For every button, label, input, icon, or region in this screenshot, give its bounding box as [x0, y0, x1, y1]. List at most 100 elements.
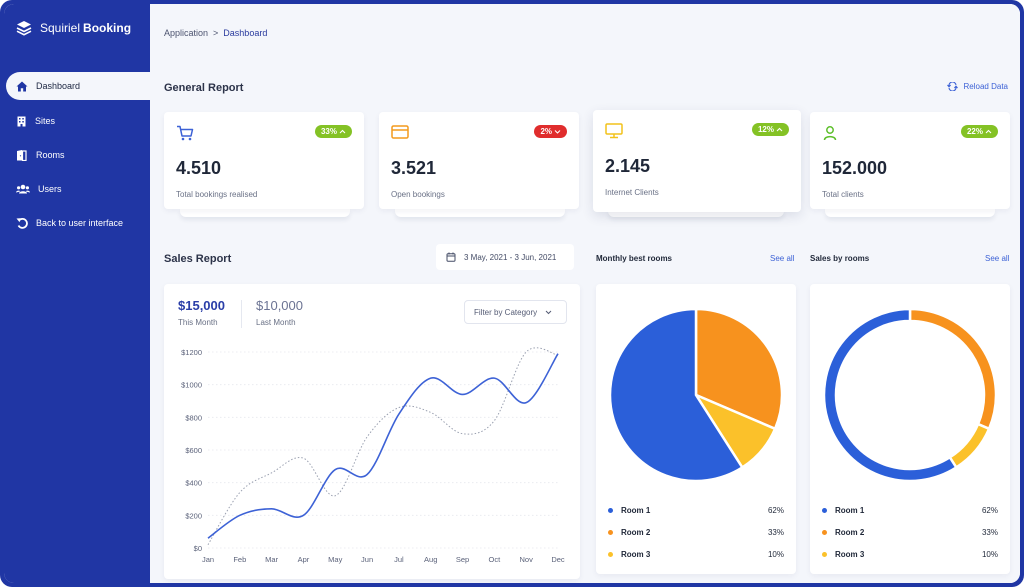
sidebar-item-rooms[interactable]: Rooms [4, 141, 150, 169]
app-window: Squiriel Booking Dashboard Sites Rooms Us… [4, 4, 1020, 583]
badge-value: 12% [757, 125, 774, 134]
legend-percent: 33% [981, 528, 998, 537]
x-tick-label: Oct [489, 555, 502, 564]
slice-room-3 [948, 422, 991, 470]
legend-label: Room 2 [835, 528, 865, 537]
legend-label: Room 3 [621, 550, 651, 559]
brand-name-bold: Booking [83, 21, 132, 35]
sidebar-item-label: Back to user interface [36, 218, 124, 228]
slice-room-1 [608, 307, 745, 483]
legend-percent: 33% [767, 528, 784, 537]
chevron-down-icon [545, 310, 552, 314]
general-report-title: General Report [164, 82, 244, 94]
stat-card-bookings[interactable]: 33% 4.510 Total bookings realised [164, 112, 364, 209]
x-tick-label: Feb [233, 555, 246, 564]
sidebar-item-users[interactable]: Users [4, 175, 150, 203]
chevron-up-icon [339, 129, 346, 134]
x-tick-label: Aug [424, 555, 437, 564]
trend-badge: 22% [960, 125, 998, 138]
cart-icon [177, 125, 194, 141]
main-content: Application > Dashboard General Report Rel… [150, 4, 1020, 583]
legend-label: Room 3 [835, 550, 865, 559]
sidebar-item-label: Dashboard [36, 81, 81, 91]
monthly-best-rooms-title: Monthly best rooms [596, 254, 673, 263]
legend-dot [822, 508, 827, 513]
monthly-pie-chart [608, 307, 784, 483]
series-line-this-month [207, 353, 559, 539]
breadcrumb-root[interactable]: Application [164, 28, 209, 38]
y-tick-label: $0 [194, 544, 202, 553]
x-tick-label: Dec [551, 555, 565, 564]
card-shadow [395, 209, 565, 217]
filter-label: Filter by Category [474, 307, 538, 317]
legend-dot [608, 552, 613, 557]
slice-room-1 [822, 307, 959, 483]
x-tick-label: Mar [265, 555, 278, 564]
x-tick-label: Apr [298, 555, 310, 564]
x-tick-label: Jan [202, 555, 214, 564]
stat-label: Total clients [822, 190, 864, 199]
chevron-down-icon [554, 130, 561, 134]
brand[interactable]: Squiriel Booking [16, 20, 131, 36]
user-icon [823, 126, 837, 141]
sidebar-item-dashboard[interactable]: Dashboard [6, 72, 152, 100]
x-tick-label: Jul [394, 555, 404, 564]
y-tick-label: $1200 [181, 348, 202, 357]
chevron-up-icon [985, 129, 992, 134]
legend-dot [822, 552, 827, 557]
x-tick-label: Nov [520, 555, 534, 564]
last-month-value: $10,000 [256, 298, 303, 313]
filter-by-category-select[interactable]: Filter by Category [464, 300, 567, 324]
undo-icon [16, 217, 28, 229]
legend-percent: 62% [981, 506, 998, 515]
this-month-value: $15,000 [178, 298, 225, 313]
stat-card-total-clients[interactable]: 22% 152.000 Total clients [810, 112, 1010, 209]
sidebar-item-sites[interactable]: Sites [4, 107, 150, 135]
x-tick-label: May [328, 555, 342, 564]
card-shadow [825, 209, 995, 217]
users-icon [16, 184, 30, 194]
sidebar-item-label: Users [38, 184, 62, 194]
sidebar-item-label: Rooms [36, 150, 65, 160]
sidebar-item-back[interactable]: Back to user interface [4, 209, 150, 237]
stat-label: Internet Clients [605, 188, 659, 197]
y-tick-label: $200 [185, 511, 202, 520]
breadcrumb-separator: > [213, 28, 219, 38]
legend-dot [608, 508, 613, 513]
stat-card-internet-clients[interactable]: 12% 2.145 Internet Clients [593, 110, 801, 212]
legend-dot [608, 530, 613, 535]
reload-data-button[interactable]: Reload Data [946, 82, 1008, 91]
stat-card-open-bookings[interactable]: 2% 3.521 Open bookings [379, 112, 579, 209]
legend-item: Room 3 10% [822, 550, 998, 559]
trend-badge: 12% [751, 123, 789, 136]
stat-value: 152.000 [822, 158, 888, 178]
stat-label: Total bookings realised [176, 190, 258, 199]
layers-icon [16, 21, 32, 36]
legend-label: Room 1 [835, 506, 865, 515]
trend-badge: 2% [534, 125, 567, 138]
badge-value: 33% [320, 127, 337, 136]
sales-report-title: Sales Report [164, 253, 232, 265]
date-range-picker[interactable]: 3 May, 2021 - 3 Jun, 2021 [436, 244, 574, 270]
legend-percent: 62% [767, 506, 784, 515]
stat-value: 4.510 [176, 158, 222, 178]
brand-name: Squiriel [40, 21, 81, 35]
badge-value: 2% [540, 127, 552, 136]
sales-by-rooms-card: Room 1 62% Room 2 33% Room 3 10% [810, 284, 1010, 574]
monthly-see-all-link[interactable]: See all [770, 254, 795, 263]
legend-label: Room 1 [621, 506, 651, 515]
sidebar-item-label: Sites [35, 116, 56, 126]
this-month-label: This Month [178, 318, 218, 327]
byrooms-see-all-link[interactable]: See all [985, 254, 1010, 263]
building-icon [17, 116, 26, 126]
sales-line-chart: $0 $200 $400 $600 $800 $1000 $1200 Jan Feb Mar Apr… [181, 347, 565, 564]
legend-item: Room 2 33% [608, 528, 784, 537]
monitor-icon [605, 123, 623, 139]
breadcrumb-current[interactable]: Dashboard [223, 28, 268, 38]
stat-label: Open bookings [391, 190, 445, 199]
legend-item: Room 3 10% [608, 550, 784, 559]
card-shadow [180, 209, 350, 217]
sales-donut-chart [822, 307, 998, 483]
trend-badge: 33% [314, 125, 352, 138]
